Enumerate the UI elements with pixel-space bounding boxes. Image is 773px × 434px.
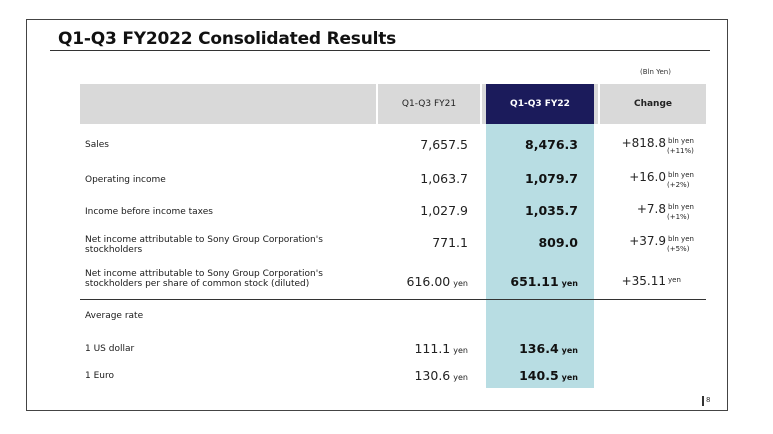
change-value: +37.9 [629,234,666,248]
fy22-highlight-column [486,124,594,388]
change-unit: bln yen [668,203,694,211]
change-value: +7.8 [636,202,666,216]
row-label: Income before income taxes [85,207,213,217]
page-title: Q1-Q3 FY2022 Consolidated Results [58,29,397,49]
column-header-fy22: Q1-Q3 FY22 [486,84,594,124]
change-value: +818.8 [621,136,666,150]
value-unit: yen [561,373,578,382]
change-unit: bln yen [668,137,694,145]
value-fy21: 771.1 [432,235,468,250]
row-label: Sales [85,140,109,150]
value-fy21: 1,027.9 [420,203,468,218]
page-number: 8 [706,396,711,404]
value-unit: yen [453,373,468,382]
value-fy22: 8,476.3 [525,137,578,152]
column-header-change: Change [598,84,706,124]
change-percent: (+11%) [667,147,694,155]
change-value: +16.0 [629,170,666,184]
row-label-line1: Net income attributable to Sony Group Co… [85,269,323,279]
value-fy22: 136.4 yen [519,341,578,356]
value-fy22: 1,035.7 [525,203,578,218]
column-header-fy21: Q1-Q3 FY21 [376,84,482,124]
value-unit: yen [561,346,578,355]
change-percent: (+1%) [667,213,690,221]
table-header-background [80,84,706,124]
title-underline [50,50,710,51]
value-number: 111.1 [414,341,451,356]
value-unit: yen [453,279,468,288]
page-number-bar [702,396,704,406]
value-fy22: 1,079.7 [525,171,578,186]
value-fy22: 809.0 [538,235,578,250]
value-fy21: 7,657.5 [420,137,468,152]
value-unit: yen [561,279,578,288]
slide-frame [26,19,728,411]
change-unit: yen [668,276,681,284]
value-number: 616.00 [406,274,451,289]
change-unit: bln yen [668,171,694,179]
value-number: 136.4 [519,341,559,356]
value-fy21: 130.6 yen [414,368,468,383]
change-unit: bln yen [668,235,694,243]
value-fy21: 1,063.7 [420,171,468,186]
row-label: 1 Euro [85,371,114,381]
row-label-line2: stockholders [85,245,143,255]
value-fy22: 140.5 yen [519,368,578,383]
value-unit: yen [453,346,468,355]
value-fy21: 616.00 yen [407,274,468,289]
unit-note: (Bln Yen) [640,68,671,76]
row-label: 1 US dollar [85,344,135,354]
table-separator [80,299,706,300]
value-number: 140.5 [519,368,559,383]
value-number: 130.6 [414,368,451,383]
value-number: 651.11 [510,274,559,289]
row-label-line1: Net income attributable to Sony Group Co… [85,235,323,245]
change-percent: (+2%) [667,181,690,189]
row-label-line2: stockholders per share of common stock (… [85,279,310,289]
value-fy22: 651.11 yen [510,274,578,289]
change-value: +35.11 [621,274,666,288]
average-rate-heading: Average rate [85,311,144,321]
value-fy21: 111.1 yen [414,341,468,356]
row-label: Operating income [85,175,166,185]
change-percent: (+5%) [667,245,690,253]
